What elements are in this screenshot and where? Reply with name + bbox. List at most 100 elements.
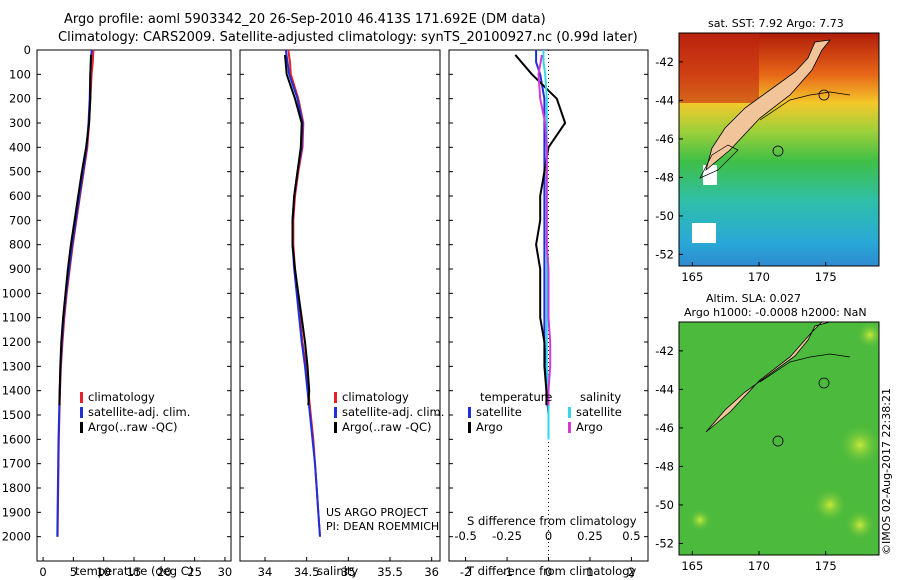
series-line-salinity-argo xyxy=(537,54,552,406)
x-tick-label: 20 xyxy=(157,565,172,579)
x-tick-label: 25 xyxy=(187,565,202,579)
legend-swatch xyxy=(334,392,337,403)
map-y-tick-label: -46 xyxy=(655,132,674,146)
y-tick-label: 1700 xyxy=(2,457,31,471)
sst-map-title: sat. SST: 7.92 Argo: 7.73 xyxy=(708,17,844,30)
plot-frame xyxy=(239,49,441,562)
argo-float-marker xyxy=(772,145,784,157)
x-tick-label-T: 2 xyxy=(628,565,635,579)
x-tick-label: 34 xyxy=(258,565,273,579)
map-x-tick-label: 175 xyxy=(815,559,837,573)
x-tick-label-T: 0 xyxy=(545,565,552,579)
salinity-axes: 34 34.5 35 35.5 36 xyxy=(239,49,441,579)
legend-heading: salinity xyxy=(580,390,622,404)
imos-timestamp: ©IMOS 02-Aug-2017 22:38:21 xyxy=(880,388,893,555)
x-tick-label: 34.5 xyxy=(294,565,320,579)
legend-satellite: satellite-adj. clim. xyxy=(342,405,445,419)
bathymetry-contour xyxy=(759,91,851,121)
map-y-tick-label: -48 xyxy=(655,170,674,184)
legend-swatch xyxy=(468,407,471,418)
legend-swatch xyxy=(568,407,571,418)
t-difference-xlabel: T difference from climatology xyxy=(467,564,637,578)
y-tick-label: 1600 xyxy=(2,432,31,446)
difference-axes: -2 -1 0 1 2 -0.5 -0.25 0 0.25 0.5 xyxy=(448,49,649,579)
map-frame xyxy=(678,321,880,556)
chart-title-line2: Climatology: CARS2009. Satellite-adjuste… xyxy=(58,30,638,45)
map-y-tick-label: -42 xyxy=(655,55,674,69)
y-tick-label: 2000 xyxy=(2,530,31,544)
x-tick-label: 35 xyxy=(341,565,356,579)
series-line-argo-raw-qc- xyxy=(58,54,92,406)
map-axes: 165 170 175 -42 -44 -46 -48 -50 -52 165 170 175 -42 -… xyxy=(655,32,880,573)
credit-project: US ARGO PROJECT xyxy=(326,506,428,519)
y-tick-label: 800 xyxy=(9,238,31,252)
y-tick-label: 1100 xyxy=(2,311,31,325)
series-line-satellite-adj-clim- xyxy=(284,49,321,537)
legend-s-satellite: satellite xyxy=(576,405,622,419)
difference-legend-temperature: temperature satellite Argo xyxy=(468,390,552,435)
sla-map xyxy=(679,322,879,555)
map-y-tick-label: -52 xyxy=(655,536,674,550)
map-y-tick-label: -50 xyxy=(655,498,674,512)
map-x-tick-label: 175 xyxy=(815,270,837,284)
y-tick-label: 900 xyxy=(9,262,31,276)
map-y-tick-label: -44 xyxy=(655,382,674,396)
x-tick-label: 30 xyxy=(218,565,233,579)
legend-swatch xyxy=(468,422,471,433)
new-zealand-land xyxy=(705,39,831,172)
series-line-argo-raw-qc- xyxy=(284,54,311,406)
y-tick-label: 1400 xyxy=(2,384,31,398)
x-tick-label-S: -0.25 xyxy=(492,529,522,543)
legend-argo: Argo(..raw -QC) xyxy=(342,420,432,434)
y-tick-label: 1000 xyxy=(2,286,31,300)
y-tick-label: 0 xyxy=(24,43,31,57)
map-x-tick-label: 170 xyxy=(748,270,770,284)
bathymetry-contour xyxy=(759,353,851,383)
legend-swatch xyxy=(334,422,337,433)
temperature-axes: 0100200300400500600700800900100011001200… xyxy=(2,43,233,579)
legend-t-satellite: satellite xyxy=(476,405,522,419)
legend-climatology: climatology xyxy=(88,390,155,404)
series-line-temperature-argo xyxy=(514,54,567,406)
y-tick-label: 700 xyxy=(9,213,31,227)
temperature-xlabel: temperature (deg C) xyxy=(75,564,194,578)
sla-high-patch xyxy=(838,423,879,467)
x-tick-label-S: 0.5 xyxy=(622,529,640,543)
temperature-legend: climatology satellite-adj. clim. Argo(..… xyxy=(80,390,190,435)
map-y-tick-label: -48 xyxy=(655,459,674,473)
x-tick-label: 5 xyxy=(70,565,77,579)
legend-t-argo: Argo xyxy=(476,420,503,434)
s-difference-xlabel: S difference from climatology xyxy=(467,514,637,528)
legend-satellite: satellite-adj. clim. xyxy=(88,405,191,419)
legend-climatology: climatology xyxy=(342,390,409,404)
difference-legend-salinity: salinity satellite Argo xyxy=(568,390,622,435)
legend-swatch xyxy=(80,392,83,403)
y-tick-label: 1200 xyxy=(2,335,31,349)
map-x-tick-label: 170 xyxy=(748,559,770,573)
chart-title-line1: Argo profile: aoml 5903342_20 26-Sep-201… xyxy=(64,12,546,27)
new-zealand-land xyxy=(705,322,831,433)
y-tick-label: 1500 xyxy=(2,408,31,422)
contour-circle xyxy=(818,377,830,389)
y-tick-label: 1300 xyxy=(2,359,31,373)
legend-swatch xyxy=(80,407,83,418)
sla-high-patch xyxy=(856,322,879,349)
legend-swatch xyxy=(80,422,83,433)
map-frame xyxy=(678,32,880,267)
sla-high-patch xyxy=(844,509,876,541)
credit-pi: PI: DEAN ROEMMICH xyxy=(326,520,440,533)
y-tick-label: 400 xyxy=(9,140,31,154)
legend-swatch xyxy=(568,422,571,433)
map-y-tick-label: -52 xyxy=(655,247,674,261)
series-line-satellite-adj-clim- xyxy=(56,49,93,537)
y-tick-label: 200 xyxy=(9,92,31,106)
x-tick-label-S: 0 xyxy=(545,529,552,543)
x-tick-label-T: 1 xyxy=(586,565,593,579)
sla-map-title-line1: Altim. SLA: 0.027 xyxy=(706,292,802,305)
contour-circle xyxy=(818,89,830,101)
sst-warm-patch xyxy=(679,33,759,103)
y-tick-label: 1900 xyxy=(2,505,31,519)
y-tick-label: 600 xyxy=(9,189,31,203)
y-tick-label: 100 xyxy=(9,67,31,81)
